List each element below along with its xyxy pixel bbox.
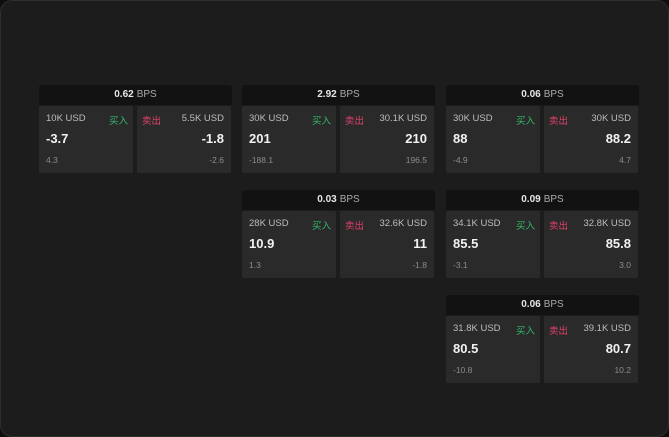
amount: 28K USD xyxy=(249,218,289,229)
amount: 31.8K USD xyxy=(453,323,501,334)
ask-panel[interactable]: 39.1K USD 卖出 80.7 10.2 xyxy=(544,316,638,383)
amount: 5.5K USD xyxy=(181,113,224,124)
spread-value: 0.03 xyxy=(317,194,337,205)
change: 10.2 xyxy=(614,365,631,375)
spread-unit: BPS xyxy=(543,194,564,205)
sell-label: 卖出 xyxy=(549,326,569,337)
change: -4.9 xyxy=(453,155,468,165)
spread-value: 0.62 xyxy=(114,89,134,100)
change: 4.7 xyxy=(619,155,631,165)
change: -2.6 xyxy=(209,155,224,165)
quote-tile: 0.06 BPS 31.8K USD 买入 80.5 -10.8 39.1K USD 卖出 80… xyxy=(446,295,639,385)
ask-panel[interactable]: 30K USD 卖出 88.2 4.7 xyxy=(544,106,638,173)
bid-panel[interactable]: 34.1K USD 买入 85.5 -3.1 xyxy=(446,211,540,278)
buy-label: 买入 xyxy=(515,116,535,127)
price: -1.8 xyxy=(201,131,224,146)
price: 85.8 xyxy=(605,236,631,251)
ask-panel[interactable]: 30.1K USD 卖出 210 196.5 xyxy=(340,106,434,173)
bid-panel[interactable]: 30K USD 买入 88 -4.9 xyxy=(446,106,540,173)
amount: 32.8K USD xyxy=(583,218,631,229)
spread-header: 0.62 BPS xyxy=(39,85,232,105)
change: -188.1 xyxy=(249,155,274,165)
change: -3.1 xyxy=(453,260,468,270)
quote-tile: 0.06 BPS 30K USD 买入 88 -4.9 30K USD 卖出 88.2 4.7 xyxy=(446,85,639,175)
spread-header: 0.09 BPS xyxy=(446,190,639,210)
spread-header: 0.06 BPS xyxy=(446,295,639,315)
ask-panel[interactable]: 32.6K USD 卖出 11 -1.8 xyxy=(340,211,434,278)
change: 1.3 xyxy=(249,260,261,270)
sell-label: 卖出 xyxy=(549,116,569,127)
amount: 10K USD xyxy=(46,113,86,124)
spread-unit: BPS xyxy=(339,194,360,205)
price: 88.2 xyxy=(605,131,631,146)
quote-tile: 0.62 BPS 10K USD 买入 -3.7 4.3 5.5K USD 卖出 -1.8 -2.… xyxy=(39,85,232,175)
price: -3.7 xyxy=(46,131,69,146)
amount: 30.1K USD xyxy=(379,113,427,124)
price: 80.5 xyxy=(453,341,479,356)
price: 11 xyxy=(413,236,427,251)
spread-unit: BPS xyxy=(339,89,360,100)
spread-value: 0.09 xyxy=(521,194,541,205)
bid-panel[interactable]: 10K USD 买入 -3.7 4.3 xyxy=(39,106,133,173)
quote-tile: 2.92 BPS 30K USD 买入 201 -188.1 30.1K USD 卖出 210 1… xyxy=(242,85,435,175)
bid-panel[interactable]: 28K USD 买入 10.9 1.3 xyxy=(242,211,336,278)
spread-unit: BPS xyxy=(543,299,564,310)
spread-value: 2.92 xyxy=(317,89,337,100)
sell-label: 卖出 xyxy=(549,221,569,232)
quote-tile: 0.09 BPS 34.1K USD 买入 85.5 -3.1 32.8K USD 卖出 85.… xyxy=(446,190,639,280)
amount: 30K USD xyxy=(249,113,289,124)
buy-label: 买入 xyxy=(311,221,331,232)
quote-tile: 0.03 BPS 28K USD 买入 10.9 1.3 32.6K USD 卖出 11 -1.8 xyxy=(242,190,435,280)
price: 201 xyxy=(249,131,271,146)
ask-panel[interactable]: 32.8K USD 卖出 85.8 3.0 xyxy=(544,211,638,278)
bid-panel[interactable]: 31.8K USD 买入 80.5 -10.8 xyxy=(446,316,540,383)
amount: 30K USD xyxy=(591,113,631,124)
spread-header: 0.03 BPS xyxy=(242,190,435,210)
amount: 34.1K USD xyxy=(453,218,501,229)
price: 88 xyxy=(453,131,468,146)
spread-unit: BPS xyxy=(543,89,564,100)
price: 210 xyxy=(405,131,427,146)
spread-header: 0.06 BPS xyxy=(446,85,639,105)
buy-label: 买入 xyxy=(515,221,535,232)
change: -10.8 xyxy=(453,365,473,375)
amount: 30K USD xyxy=(453,113,493,124)
change: -1.8 xyxy=(412,260,427,270)
amount: 32.6K USD xyxy=(379,218,427,229)
change: 196.5 xyxy=(405,155,427,165)
buy-label: 买入 xyxy=(108,116,128,127)
price: 80.7 xyxy=(605,341,631,356)
sell-label: 卖出 xyxy=(142,116,162,127)
change: 4.3 xyxy=(46,155,58,165)
ask-panel[interactable]: 5.5K USD 卖出 -1.8 -2.6 xyxy=(137,106,231,173)
spread-value: 0.06 xyxy=(521,89,541,100)
change: 3.0 xyxy=(619,260,631,270)
spread-header: 2.92 BPS xyxy=(242,85,435,105)
price: 10.9 xyxy=(249,236,275,251)
sell-label: 卖出 xyxy=(345,116,365,127)
price: 85.5 xyxy=(453,236,479,251)
spread-unit: BPS xyxy=(136,89,157,100)
bid-panel[interactable]: 30K USD 买入 201 -188.1 xyxy=(242,106,336,173)
buy-label: 买入 xyxy=(311,116,331,127)
sell-label: 卖出 xyxy=(345,221,365,232)
buy-label: 买入 xyxy=(515,326,535,337)
amount: 39.1K USD xyxy=(583,323,631,334)
spread-value: 0.06 xyxy=(521,299,541,310)
